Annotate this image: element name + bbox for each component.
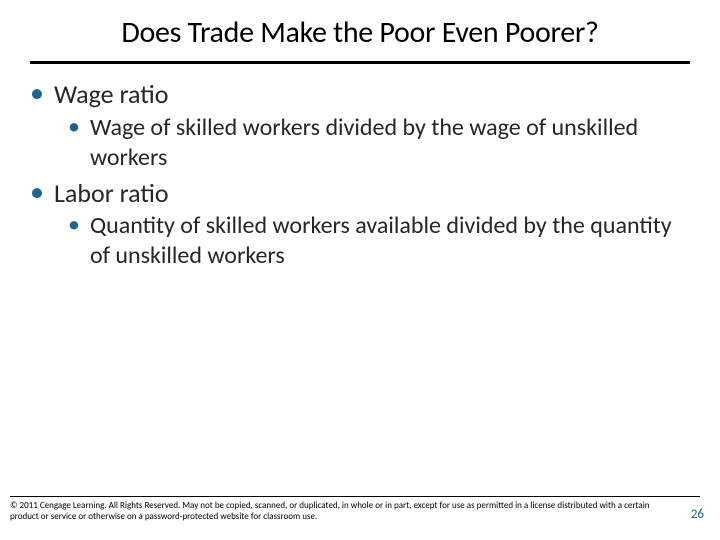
slide-title: Does Trade Make the Poor Even Poorer? xyxy=(0,0,720,59)
bullet-icon: • xyxy=(68,113,80,142)
slide: Does Trade Make the Poor Even Poorer? • … xyxy=(0,0,720,540)
bullet-text: Quantity of skilled workers available di… xyxy=(90,211,690,271)
bullet-icon: • xyxy=(68,211,80,240)
bullet-icon: • xyxy=(30,177,44,208)
bullet-text: Wage ratio xyxy=(54,78,168,111)
slide-footer: © 2011 Cengage Learning. All Rights Rese… xyxy=(10,496,710,523)
bullet-item: • Wage of skilled workers divided by the… xyxy=(68,113,690,173)
bullet-icon: • xyxy=(30,78,44,109)
bullet-item: • Quantity of skilled workers available … xyxy=(68,211,690,271)
bullet-item: • Wage ratio xyxy=(30,78,690,111)
bullet-text: Labor ratio xyxy=(54,177,169,210)
footer-rule xyxy=(10,496,700,497)
page-number: 26 xyxy=(691,507,704,522)
bullet-text: Wage of skilled workers divided by the w… xyxy=(90,113,690,173)
bullet-item: • Labor ratio xyxy=(30,177,690,210)
slide-content: • Wage ratio • Wage of skilled workers d… xyxy=(0,64,720,271)
copyright-text: © 2011 Cengage Learning. All Rights Rese… xyxy=(10,500,670,523)
